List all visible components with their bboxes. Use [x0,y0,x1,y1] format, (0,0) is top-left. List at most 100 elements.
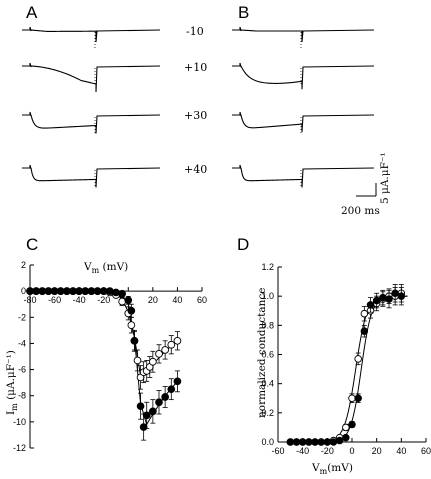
chart-d-ytick-label: 0.0 [261,437,274,447]
trace-b-1 [232,62,375,90]
chart-c-ytick-label: -10 [13,417,26,427]
chart-c-fit-curve-1 [30,290,178,426]
trace-b-0 [232,26,375,43]
chart-d-point-filled-circle [317,438,325,446]
chart-d-point-filled-circle [372,296,381,305]
trace-a-1 [22,62,161,93]
trace-a-0 [22,26,161,43]
scale-bar-current-label: 5 μA.μF⁻¹ [379,152,391,204]
voltage-label-plus30: +30 [184,109,207,122]
chart-c-point-open-circle [173,336,182,345]
scale-bar-time-label: 200 ms [341,205,380,217]
panel-label-d: D [237,235,249,254]
chart-d-point-filled-circle [286,438,295,446]
scale-bar: 200 ms 5 μA.μF⁻¹ [341,152,391,217]
chart-d-point-open-circle [360,309,369,318]
chart-d-point-filled-circle [342,433,350,442]
chart-d-xtick-label: 0 [349,446,354,456]
chart-d-ytick-label: 0.8 [261,320,274,330]
chart-c-xtick-label: -60 [48,295,61,305]
chart-c-ytick-label: 0 [21,286,26,296]
chart-c-point-filled-circle [118,289,126,298]
chart-d-xtick-label: 20 [372,446,382,456]
chart-c-ytick-label: -2 [18,312,26,322]
chart-d-point-filled-circle [311,438,319,446]
chart-c-point-filled-circle [173,377,182,386]
chart-d-xtick-label: 40 [396,446,406,456]
chart-d-point-open-circle [354,355,362,363]
chart-d-point-filled-circle [323,438,332,446]
panel-label-b: B [238,3,249,22]
chart-d-point-filled-circle [329,438,338,446]
chart-c-point-open-circle [167,340,176,349]
chart-c-point-filled-circle [139,423,148,431]
trace-a-3 [22,164,161,188]
chart-d-point-filled-circle [385,295,393,303]
trace-b-3 [232,164,375,188]
chart-d-xtick-label: -20 [321,446,334,456]
voltage-label-plus10: +10 [184,61,207,74]
chart-d-point-filled-circle [305,438,313,446]
chart-d-ytick-label: 1.2 [261,262,274,272]
chart-c-point-filled-circle [136,402,145,411]
panel-label-c: C [26,235,38,254]
chart-c-xtick-label: -80 [23,295,36,305]
chart-d-xtick-label: -60 [271,446,284,456]
chart-d-xtick-label: 60 [421,446,431,456]
chart-d-ylabel: normalized conductance [256,287,268,418]
chart-d-point-filled-circle [391,289,399,298]
chart-c-point-filled-circle [124,296,133,305]
chart-c-xtick-label: 20 [148,295,158,305]
chart-c-point-filled-circle [155,398,163,407]
chart-c-point-filled-circle [106,287,114,295]
chart-d-point-open-circle [348,394,356,403]
chart-d-ytick-label: 0.6 [261,350,274,360]
chart-d-point-open-circle [342,423,350,432]
chart-d-ytick-label: 0.4 [261,379,274,389]
chart-c-point-open-circle [155,350,163,358]
chart-c-point-open-circle [127,321,136,329]
chart-d-point-filled-circle [292,438,301,446]
trace-a-2 [22,111,161,134]
chart-d-xtick-label: -40 [296,446,309,456]
chart-c-point-filled-circle [130,336,139,345]
chart-d-ytick-label: 0.2 [261,408,274,418]
chart-c-point-filled-circle [167,385,176,394]
panel-label-a: A [26,3,38,22]
chart-c-ytick-label: -4 [18,338,26,348]
chart-c-point-filled-circle [112,288,120,297]
chart-c-ytick-label: -6 [18,365,26,375]
chart-d-point-filled-circle [360,327,369,335]
trace-b-2 [232,111,375,133]
chart-c-xtick-label: 60 [197,295,207,305]
voltage-label-plus40: +40 [184,163,207,176]
chart-d-point-filled-circle [298,438,307,446]
chart-c-point-open-circle [161,346,169,354]
chart-c-xtick-label: 40 [172,295,182,305]
chart-c-ytick-label: -8 [18,391,26,401]
chart-c-ylabel: Im (μA.μF⁻¹) [5,350,19,415]
chart-d-xlabel: Vm(mV) [311,462,353,476]
voltage-label-minus10: -10 [186,25,204,38]
chart-c-point-filled-circle [149,407,157,416]
current-traces [22,26,375,188]
chart-c-point-filled-circle [161,393,169,401]
chart-c-ytick-label: -12 [13,443,26,453]
chart-c-point-filled-circle [142,411,151,420]
chart-c-point-open-circle [118,297,126,306]
chart-d-point-filled-circle [397,292,406,300]
chart-d-fit-curve-0 [278,295,408,443]
chart-d-ytick-label: 1.0 [261,291,274,301]
chart-c-point-open-circle [149,357,157,366]
chart-d-point-filled-circle [379,293,387,302]
chart-c-point-open-circle [133,356,142,365]
chart-d-point-filled-circle [348,420,356,429]
chart-d-point-filled-circle [335,436,344,445]
chart-c-point-filled-circle [127,306,136,315]
chart-c-xtick-label: -40 [73,295,86,305]
chart-c-xtick-label: -20 [97,295,110,305]
chart-d: 0.0 0.2 0.4 0.6 0.8 1.0 1.2 -60 -40 -20 0 20 40 60 [261,262,431,456]
chart-d-point-filled-circle [366,301,375,309]
